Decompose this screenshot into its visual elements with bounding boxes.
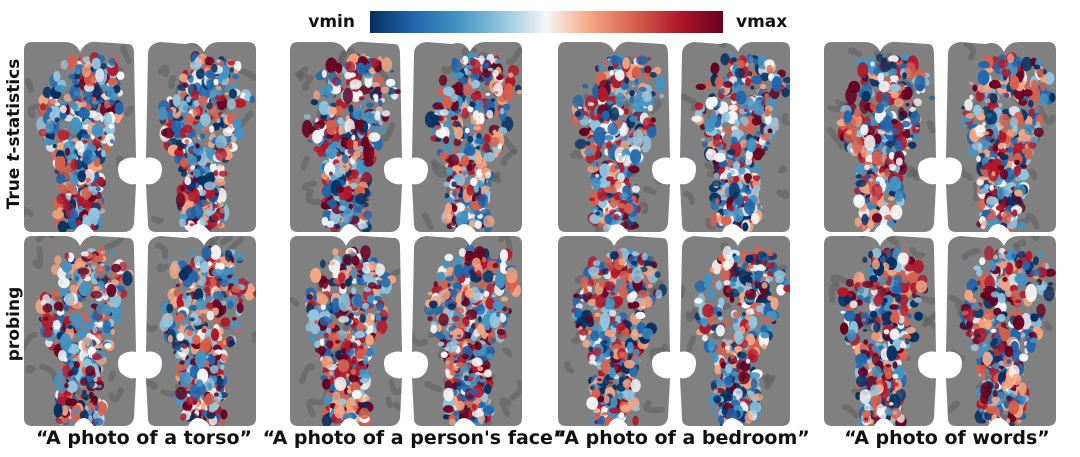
panel-r2-c2 [290, 235, 522, 427]
left-hemisphere-r2-c2 [290, 235, 402, 427]
left-hemisphere-r2-c1 [24, 235, 136, 427]
caption-column-1: “A photo of a torso” [36, 427, 252, 449]
left-hemisphere-r1-c2 [290, 41, 402, 233]
right-hemisphere-r2-c2 [412, 236, 522, 426]
right-hemisphere-r1-c2 [412, 42, 522, 232]
colorbar-min-label: vmin [308, 12, 355, 32]
left-hemisphere-r2-c4 [824, 235, 936, 427]
right-hemisphere-r2-c4 [946, 236, 1056, 426]
colorbar-max-label: vmax [736, 12, 787, 32]
right-hemisphere-r2-c3 [680, 236, 790, 426]
left-hemisphere-r1-c3 [558, 41, 670, 233]
colorbar: vmin vmax [308, 11, 787, 33]
right-hemisphere-r1-c1 [146, 42, 256, 232]
row-label-true-t-statistics: True t-statistics [4, 59, 24, 210]
right-hemisphere-r2-c1 [146, 236, 256, 426]
panel-r1-c1 [24, 41, 256, 233]
panel-r2-c1 [24, 235, 256, 427]
panel-r1-c3 [558, 41, 790, 233]
row-label-probing: probing [4, 287, 24, 362]
left-hemisphere-r2-c3 [558, 235, 670, 426]
left-hemisphere-r1-c1 [24, 41, 136, 233]
right-hemisphere-r1-c4 [946, 42, 1056, 232]
caption-column-3: “A photo of a bedroom” [554, 427, 810, 449]
panel-r2-c3 [558, 235, 790, 426]
colorbar-gradient [370, 11, 723, 33]
panel-r1-c2 [290, 41, 522, 233]
panel-r2-c4 [824, 235, 1056, 427]
caption-column-4: “A photo of words” [844, 427, 1050, 449]
panel-r1-c4 [824, 41, 1056, 233]
right-hemisphere-r1-c3 [680, 42, 790, 232]
flatmap-grid [24, 41, 1056, 427]
caption-column-2: “A photo of a person's face” [263, 427, 566, 449]
left-hemisphere-r1-c4 [824, 41, 936, 233]
